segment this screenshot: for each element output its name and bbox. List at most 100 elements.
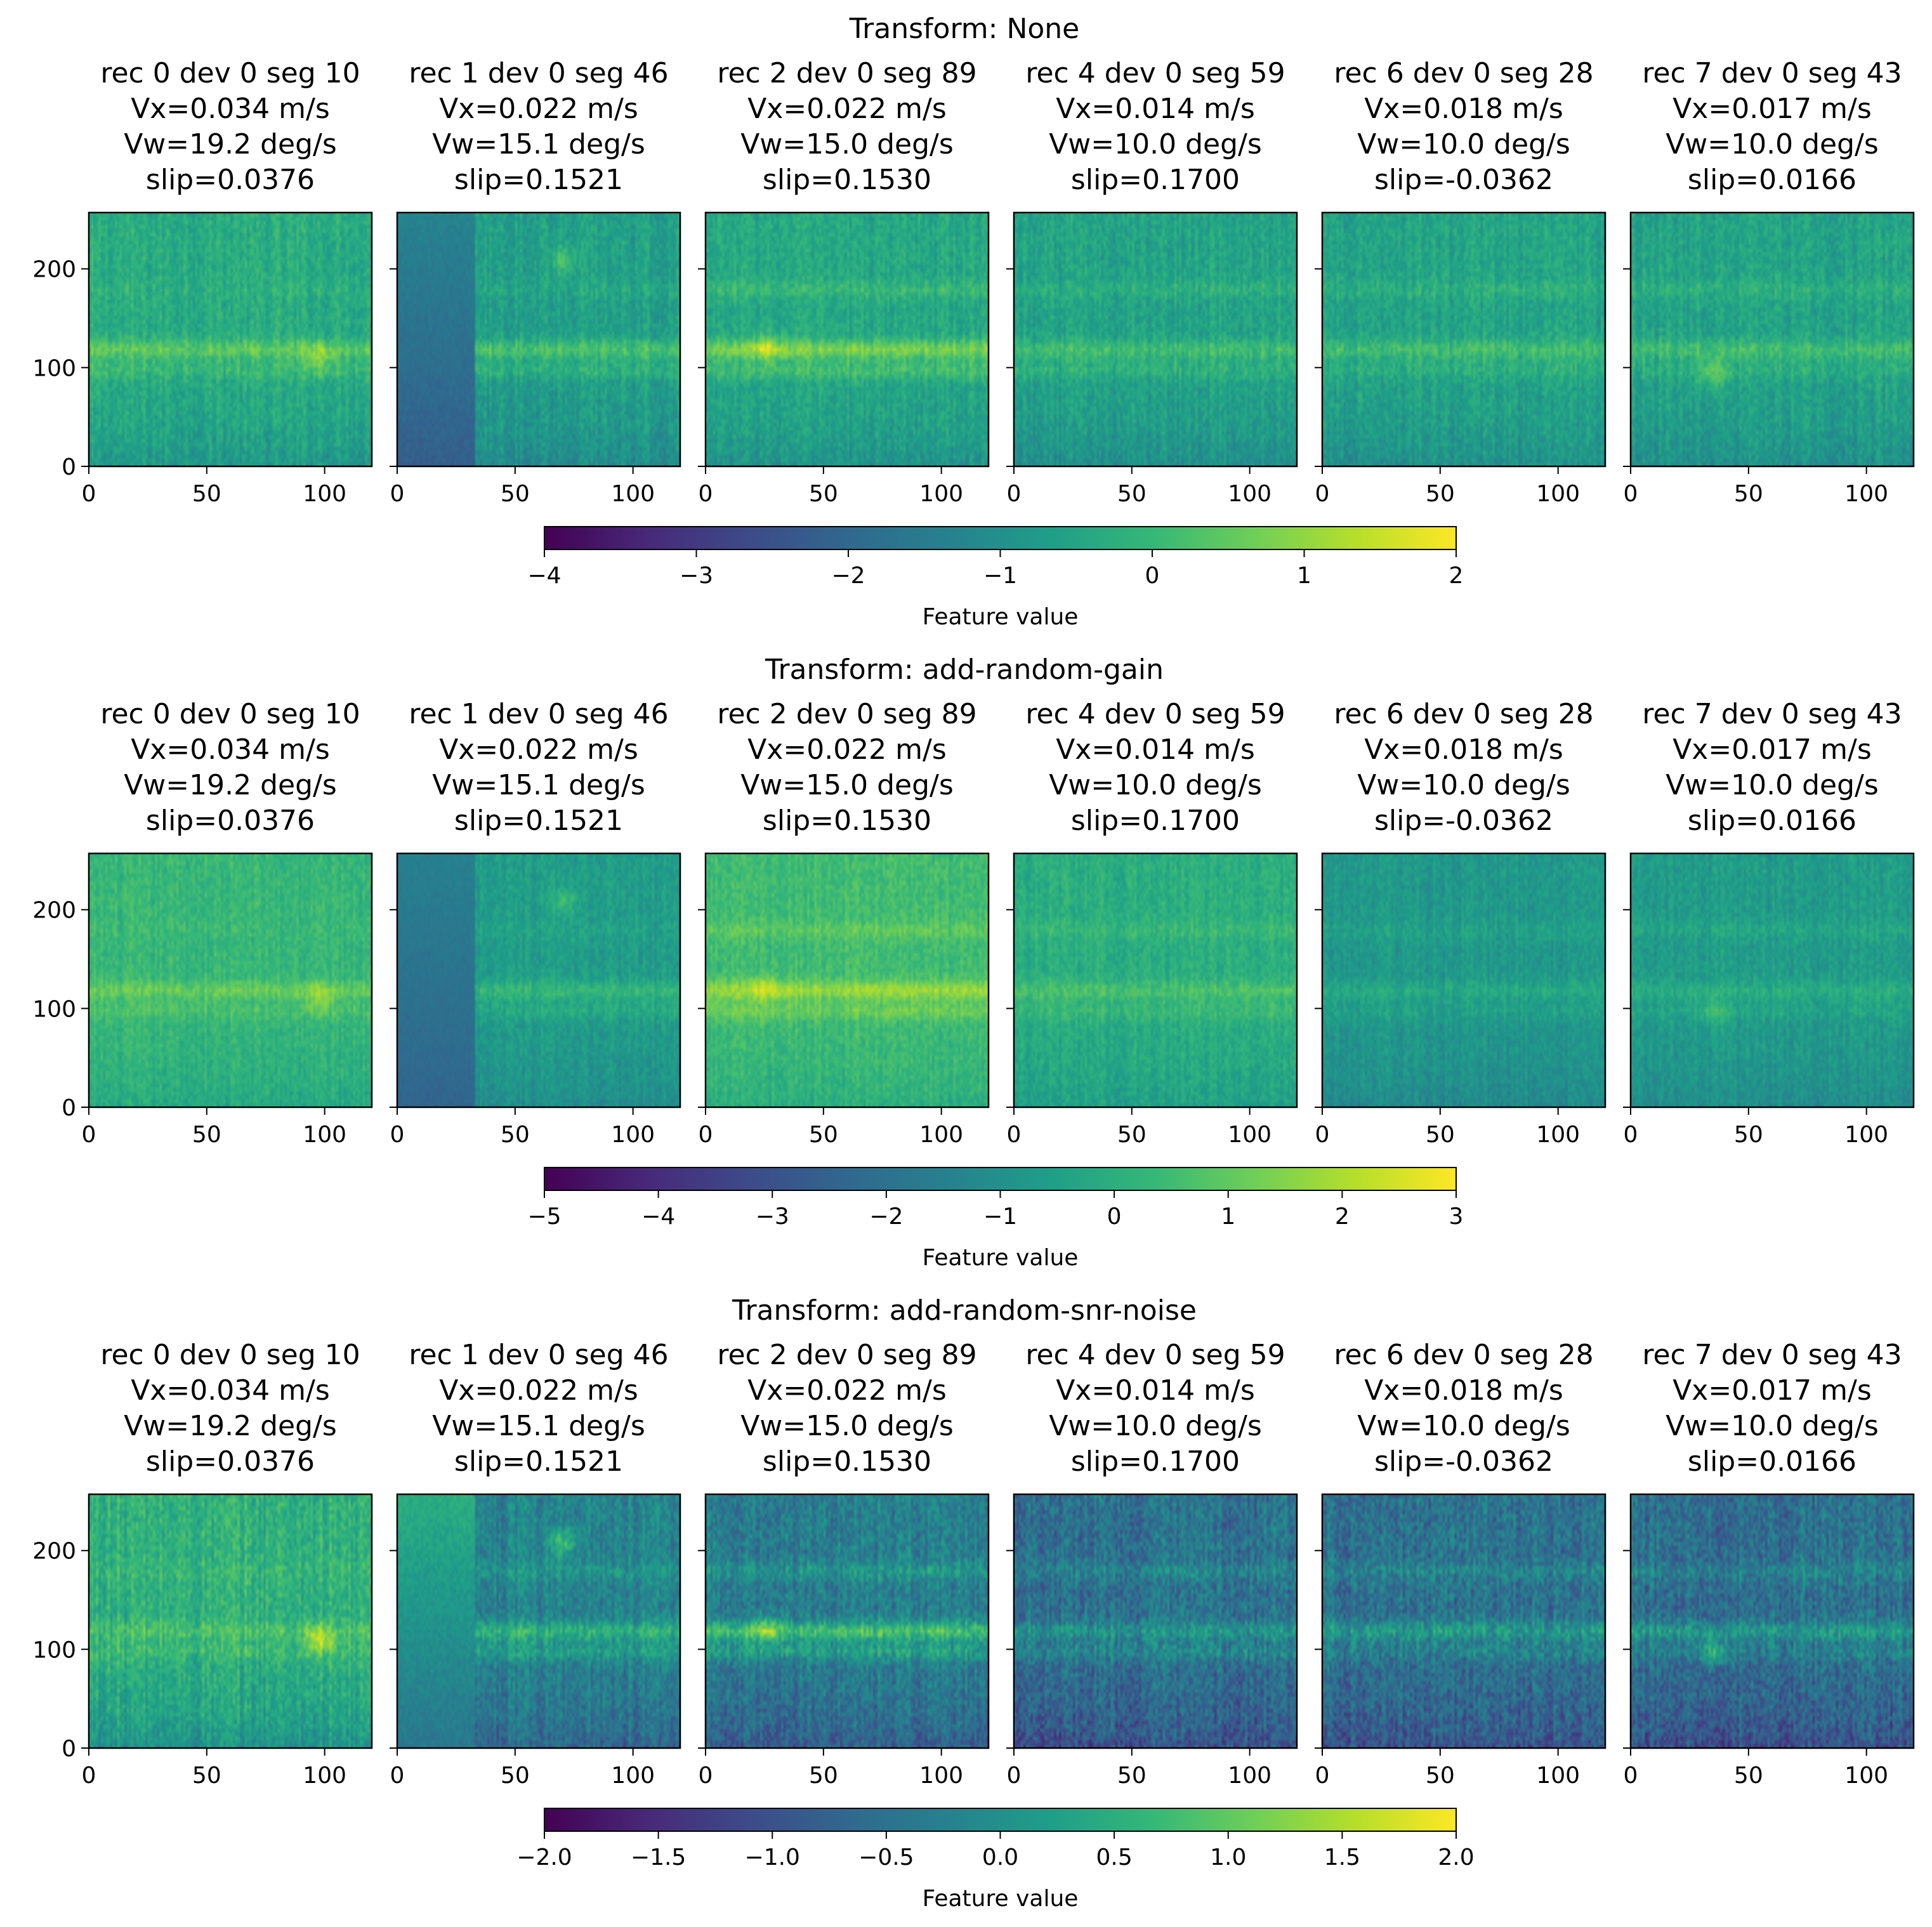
panel-title-line: Vw=19.2 deg/s <box>124 769 337 801</box>
panel-title-line: Vx=0.018 m/s <box>1364 1374 1563 1407</box>
panel-title-line: slip=0.1521 <box>454 805 623 837</box>
y-tick-label: 0 <box>62 454 76 480</box>
panel-title-line: Vx=0.022 m/s <box>747 93 947 125</box>
panel-title-line: slip=0.1700 <box>1071 1445 1240 1478</box>
colorbar: −2.0 −1.5 −1.0 −0.5 0.0 0.5 1.0 1.5 2.0 Feature v… <box>516 1808 1475 1912</box>
heatmap-image <box>706 1494 989 1748</box>
x-tick-label: 100 <box>303 1763 346 1789</box>
x-tick-label: 50 <box>501 1763 530 1789</box>
x-tick-label: 50 <box>1117 481 1147 507</box>
y-tick-label: 0 <box>62 1736 76 1762</box>
x-tick-label: 50 <box>1734 1122 1763 1148</box>
panel-title-line: slip=0.0376 <box>146 164 315 196</box>
colorbar-tick-label: 1.0 <box>1210 1845 1246 1871</box>
panel-title-line: Vw=15.1 deg/s <box>432 128 645 161</box>
heatmap-image <box>397 213 680 466</box>
colorbar-tick-label: −4 <box>527 563 561 589</box>
colorbar-tick-label: 2 <box>1335 1204 1350 1230</box>
colorbar-tick-label: 0.5 <box>1096 1845 1132 1871</box>
y-tick-label: 100 <box>32 996 76 1022</box>
panel-title-line: slip=0.0166 <box>1688 1445 1856 1478</box>
panel-3: rec 4 dev 0 seg 59 Vx=0.014 m/sVw=10.0 de… <box>1006 57 1298 507</box>
heatmap-image <box>1322 213 1605 466</box>
heatmap-image <box>1014 1494 1297 1748</box>
panel-title-line: Vw=10.0 deg/s <box>1357 769 1570 801</box>
colorbar-label: Feature value <box>923 1886 1079 1912</box>
panel-title-line: Vx=0.017 m/s <box>1672 93 1872 125</box>
colorbar-bar <box>544 526 1457 550</box>
panel-title-line: rec 0 dev 0 seg 10 <box>100 1339 360 1371</box>
chart-row-2: Transform: add-random-snr-noise rec 0 dev… <box>32 1294 1915 1912</box>
x-tick-label: 0 <box>1007 481 1022 507</box>
panel-title-line: Vx=0.022 m/s <box>439 733 638 766</box>
panel-title-line: slip=0.1700 <box>1071 164 1240 196</box>
panel-title-line: slip=0.1521 <box>454 1445 623 1478</box>
x-tick-label: 100 <box>919 1763 963 1789</box>
heatmap-image <box>397 1494 680 1748</box>
panel-title-line: rec 6 dev 0 seg 28 <box>1334 57 1593 89</box>
panel-title-line: rec 7 dev 0 seg 43 <box>1642 698 1902 730</box>
x-tick-label: 50 <box>501 481 530 507</box>
x-tick-label: 50 <box>1426 1122 1455 1148</box>
panel-title-line: slip=-0.0362 <box>1374 164 1553 196</box>
panel-title-line: Vw=15.1 deg/s <box>432 1410 645 1442</box>
x-tick-label: 0 <box>82 1122 96 1148</box>
panel-title-line: Vw=10.0 deg/s <box>1049 128 1262 161</box>
x-tick-label: 0 <box>1624 1122 1638 1148</box>
panel-title-line: slip=0.1700 <box>1071 805 1240 837</box>
heatmap-image <box>89 213 372 466</box>
panel-title-line: Vx=0.014 m/s <box>1056 733 1255 766</box>
x-tick-label: 0 <box>1007 1763 1022 1789</box>
x-tick-label: 0 <box>699 1122 713 1148</box>
panel-title-line: Vw=15.1 deg/s <box>432 769 645 801</box>
x-tick-label: 100 <box>1536 1763 1580 1789</box>
y-tick-label: 200 <box>32 898 76 924</box>
colorbar-tick-label: 2.0 <box>1438 1845 1474 1871</box>
axes-frame <box>88 1493 373 1749</box>
x-tick-label: 100 <box>1536 1122 1580 1148</box>
panel-title-line: slip=-0.0362 <box>1374 1445 1553 1478</box>
panel-title-line: slip=0.0376 <box>146 805 315 837</box>
colorbar-tick-label: 1.5 <box>1324 1845 1360 1871</box>
x-tick-label: 100 <box>1228 1122 1272 1148</box>
panel-title-line: slip=0.0376 <box>146 1445 315 1478</box>
panel-title-line: Vw=10.0 deg/s <box>1357 1410 1570 1442</box>
panel-title-line: Vw=15.0 deg/s <box>740 1410 954 1442</box>
colorbar-tick-label: −2 <box>831 563 865 589</box>
panel-title-line: rec 2 dev 0 seg 89 <box>717 698 976 730</box>
x-tick-label: 50 <box>809 481 838 507</box>
y-tick-label: 0 <box>62 1095 76 1121</box>
panel-title-line: Vx=0.017 m/s <box>1672 733 1872 766</box>
panel-title-line: rec 1 dev 0 seg 46 <box>409 698 668 730</box>
axes-frame <box>1321 1493 1607 1749</box>
panel-title-line: Vx=0.022 m/s <box>747 1374 947 1407</box>
y-tick-label: 100 <box>32 1637 76 1663</box>
panel-title-line: Vw=19.2 deg/s <box>124 1410 337 1442</box>
axes-frame <box>396 852 681 1108</box>
panel-title-line: rec 6 dev 0 seg 28 <box>1334 698 1593 730</box>
panel-title-line: slip=0.1530 <box>763 1445 931 1478</box>
colorbar-tick-label: −1 <box>983 563 1017 589</box>
x-tick-label: 100 <box>303 481 346 507</box>
colorbar-tick-label: −1 <box>983 1204 1017 1230</box>
x-tick-label: 50 <box>192 1122 221 1148</box>
colorbar-label: Feature value <box>923 604 1079 630</box>
chart-row-0: Transform: None rec 0 dev 0 seg 10 Vx=0.03… <box>32 13 1915 630</box>
panel-title-line: Vw=15.0 deg/s <box>740 769 954 801</box>
axes-frame <box>1013 211 1298 468</box>
axes-frame <box>704 211 990 468</box>
panel-title-line: Vx=0.034 m/s <box>131 93 330 125</box>
heatmap-image <box>397 853 680 1107</box>
x-tick-label: 0 <box>390 1122 405 1148</box>
colorbar-bar <box>544 1808 1457 1832</box>
colorbar-tick-label: −2 <box>869 1204 903 1230</box>
colorbar-tick-label: −1.5 <box>631 1845 686 1871</box>
panel-title-line: slip=0.1530 <box>763 164 931 196</box>
axes-frame <box>1321 211 1607 468</box>
colorbar-tick-label: −4 <box>641 1204 675 1230</box>
panel-title-line: rec 1 dev 0 seg 46 <box>409 57 668 89</box>
